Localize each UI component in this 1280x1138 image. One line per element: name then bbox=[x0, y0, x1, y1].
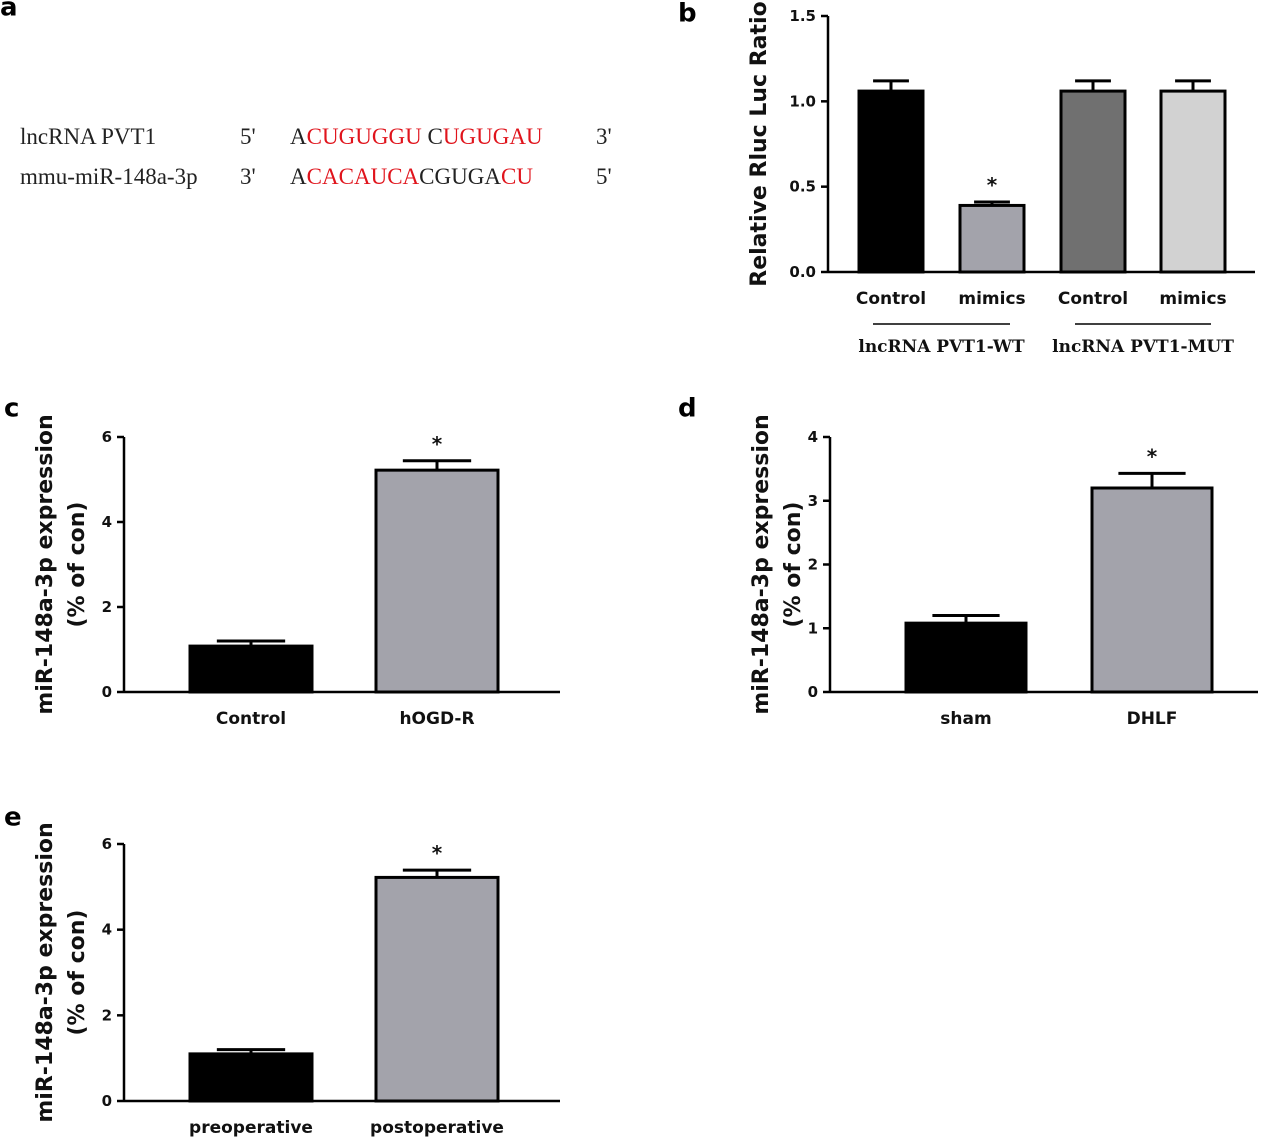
category-label: hOGD-R bbox=[399, 709, 474, 729]
y-tick-label: 6 bbox=[102, 835, 112, 853]
sequence-base: G bbox=[468, 164, 485, 189]
bar-control bbox=[1059, 89, 1127, 274]
category-label: mimics bbox=[958, 289, 1025, 309]
y-axis-title: miR-148a-3p expression bbox=[33, 822, 58, 1122]
sequence-base: G bbox=[459, 124, 476, 149]
sequence-base: U bbox=[355, 124, 372, 149]
y-axis-title: miR-148a-3p expression bbox=[33, 414, 58, 714]
sequence-base: G bbox=[339, 124, 356, 149]
category-label: Control bbox=[216, 709, 286, 729]
sequence-base: A bbox=[354, 164, 371, 189]
bar-control bbox=[857, 89, 925, 274]
sequence-lncrna: ACUGUGGU CUGUGAU bbox=[290, 124, 543, 149]
chart-c: Control * hOGD-R 0 2 4 6 miR-148a-3p expression… bbox=[33, 414, 560, 729]
chart-b: Control * mimics Control mimics 0.0 0.5 1.0 1.5 R… bbox=[747, 1, 1255, 357]
sequence-base: A bbox=[509, 124, 526, 149]
sequence-base: C bbox=[419, 164, 434, 189]
sequence-base: C bbox=[427, 124, 442, 149]
y-tick-label: 3 bbox=[808, 492, 818, 510]
category-label: preoperative bbox=[189, 1118, 313, 1138]
significance-marker: * bbox=[1147, 444, 1158, 468]
y-axis-subtitle: (% of con) bbox=[65, 502, 90, 628]
y-tick-label: 4 bbox=[808, 428, 818, 446]
category-label: Control bbox=[1058, 289, 1128, 309]
chart-d: sham * DHLF 0 1 2 3 4 miR-148a-3p expression (% o… bbox=[749, 414, 1258, 729]
sequence-base: G bbox=[493, 124, 510, 149]
y-axis-subtitle: (% of con) bbox=[781, 502, 806, 628]
sequence-base: G bbox=[372, 124, 389, 149]
sequence-base: C bbox=[387, 164, 402, 189]
category-label: DHLF bbox=[1127, 709, 1178, 729]
sequence-base: U bbox=[371, 164, 388, 189]
sequence-base: U bbox=[526, 124, 543, 149]
sequence-end-3-mirna: 3' bbox=[240, 164, 256, 189]
bar-preoperative bbox=[188, 1052, 314, 1103]
significance-marker: * bbox=[987, 173, 998, 197]
significance-marker: * bbox=[432, 432, 443, 456]
significance-marker: * bbox=[432, 841, 443, 865]
sequence-name-mirna: mmu-miR-148a-3p bbox=[20, 164, 198, 189]
sequence-base: A bbox=[484, 164, 501, 189]
sequence-base: A bbox=[290, 164, 307, 189]
panel-label-c: c bbox=[4, 394, 19, 424]
y-tick-label: 0 bbox=[102, 683, 112, 701]
sequence-base: G bbox=[388, 124, 405, 149]
bar-sham bbox=[904, 621, 1028, 694]
sequence-end-3-lncrna: 3' bbox=[596, 124, 612, 149]
y-tick-label: 1.5 bbox=[789, 7, 816, 25]
y-axis-title: Relative Rluc Luc Ratio bbox=[747, 1, 772, 286]
sequence-base: U bbox=[476, 124, 493, 149]
y-tick-label: 0.0 bbox=[789, 263, 816, 281]
chart-e: preoperative * postoperative 0 2 4 6 miR-148a-3… bbox=[33, 822, 560, 1138]
group-label: lncRNA PVT1-MUT bbox=[1052, 337, 1234, 357]
y-tick-label: 1.0 bbox=[789, 92, 816, 110]
sequence-base: A bbox=[403, 164, 420, 189]
category-label: sham bbox=[940, 709, 991, 729]
sequence-base: C bbox=[307, 164, 322, 189]
y-tick-label: 0 bbox=[102, 1092, 112, 1110]
sequence-base: U bbox=[451, 164, 468, 189]
group-label: lncRNA PVT1-WT bbox=[858, 337, 1025, 357]
sequence-base: A bbox=[322, 164, 339, 189]
sequence-base: C bbox=[501, 164, 516, 189]
category-label: postoperative bbox=[370, 1118, 504, 1138]
y-tick-label: 0 bbox=[808, 683, 818, 701]
sequence-alignment: lncRNA PVT1 5' ACUGUGGU CUGUGAU 3' mmu-m… bbox=[20, 124, 612, 189]
sequence-base: U bbox=[443, 124, 460, 149]
bar-mimics bbox=[958, 203, 1026, 274]
bar-mimics bbox=[1159, 89, 1227, 274]
sequence-end-5-lncrna: 5' bbox=[240, 124, 256, 149]
sequence-mirna: ACACAUCACGUGACU bbox=[290, 164, 533, 189]
sequence-end-5-mirna: 5' bbox=[596, 164, 612, 189]
bar-control bbox=[188, 644, 314, 694]
category-label: Control bbox=[856, 289, 926, 309]
y-tick-label: 0.5 bbox=[789, 178, 816, 196]
sequence-base: U bbox=[322, 124, 339, 149]
sequence-base: C bbox=[339, 164, 354, 189]
sequence-base: G bbox=[435, 164, 452, 189]
y-axis-title: miR-148a-3p expression bbox=[749, 414, 774, 714]
y-tick-label: 2 bbox=[102, 598, 112, 616]
sequence-base: C bbox=[307, 124, 322, 149]
bar-dhlf bbox=[1090, 486, 1214, 694]
sequence-name-lncrna: lncRNA PVT1 bbox=[20, 124, 156, 149]
bar-postoperative bbox=[374, 875, 500, 1103]
panel-label-d: d bbox=[678, 394, 697, 424]
y-tick-label: 4 bbox=[102, 513, 112, 531]
sequence-base: U bbox=[516, 164, 533, 189]
y-tick-label: 1 bbox=[808, 619, 818, 637]
sequence-base: A bbox=[290, 124, 307, 149]
y-axis-subtitle: (% of con) bbox=[65, 910, 90, 1036]
panel-label-b: b bbox=[678, 0, 697, 29]
panel-label-a: a bbox=[0, 0, 18, 23]
y-tick-label: 2 bbox=[808, 556, 818, 574]
category-label: mimics bbox=[1159, 289, 1226, 309]
y-tick-label: 2 bbox=[102, 1006, 112, 1024]
sequence-base: U bbox=[405, 124, 422, 149]
bar-hogd-r bbox=[374, 468, 500, 694]
panel-label-e: e bbox=[4, 803, 22, 833]
y-tick-label: 4 bbox=[102, 921, 112, 939]
y-tick-label: 6 bbox=[102, 428, 112, 446]
